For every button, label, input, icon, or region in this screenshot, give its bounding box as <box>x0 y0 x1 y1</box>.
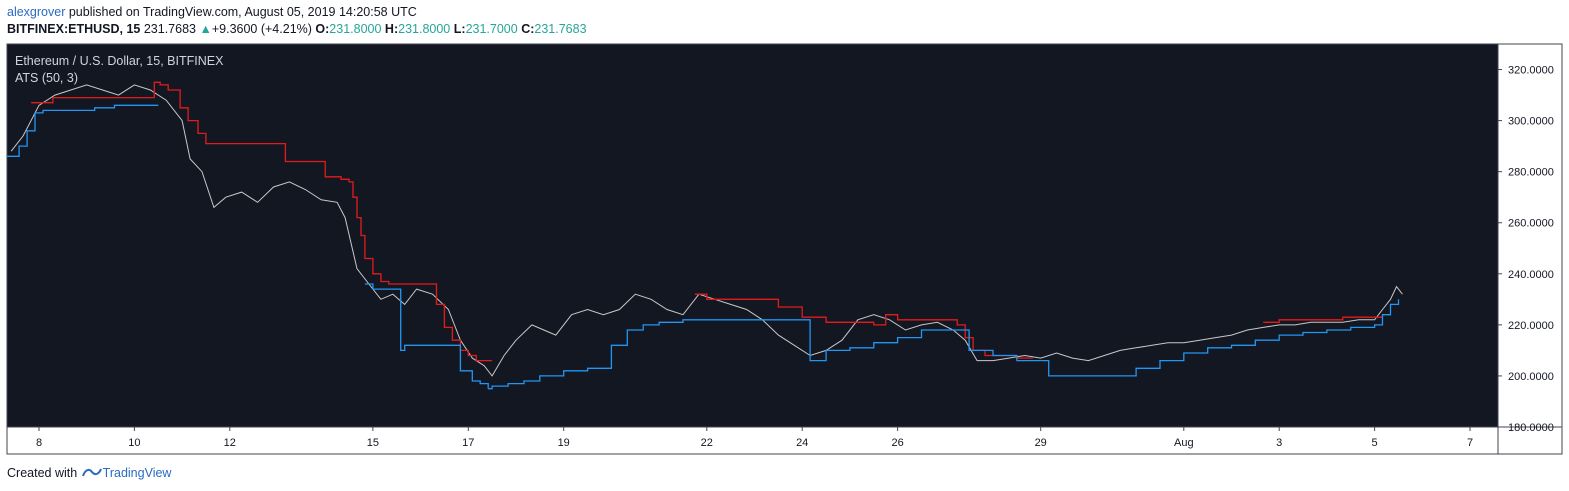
published-text: published on TradingView.com, August 05,… <box>68 5 417 19</box>
plot-background <box>7 44 1498 427</box>
y-tick-label: 260.0000 <box>1508 218 1554 230</box>
ats-support-line-2 <box>364 283 489 389</box>
author-link[interactable]: alexgrover <box>7 5 66 19</box>
x-tick-label: 17 <box>462 437 474 449</box>
low-value: 231.7000 <box>465 22 518 36</box>
chart-title: Ethereum / U.S. Dollar, 15, BITFINEX <box>15 54 224 68</box>
created-with-text: Created with <box>7 466 78 480</box>
y-tick-label: 320.0000 <box>1508 65 1554 77</box>
y-tick-label: 280.0000 <box>1508 167 1554 179</box>
tradingview-link[interactable]: TradingView <box>102 466 172 480</box>
x-tick-label: 10 <box>128 437 140 449</box>
y-tick-label: 180.0000 <box>1508 422 1554 434</box>
x-tick-label: 24 <box>796 437 808 449</box>
x-tick-label: 29 <box>1035 437 1047 449</box>
y-tick-label: 200.0000 <box>1508 371 1554 383</box>
footer: Created with TradingView <box>7 466 171 480</box>
ats-support-line <box>7 104 159 157</box>
price-change: +9.3600 (+4.21%) <box>211 22 312 36</box>
x-tick-label: 26 <box>891 437 903 449</box>
x-tick-label: 8 <box>36 437 42 449</box>
indicator-label[interactable]: ATS (50, 3) <box>15 71 78 85</box>
y-tick-label: 240.0000 <box>1508 269 1554 281</box>
x-tick-label: 19 <box>558 437 570 449</box>
y-tick-label: 300.0000 <box>1508 116 1554 128</box>
price-axis[interactable]: 180.0000 200.0000 220.0000 240.0000 260.0000… <box>1498 65 1554 434</box>
x-tick-label: 15 <box>367 437 379 449</box>
high-value: 231.8000 <box>398 22 451 36</box>
symbol-header: BITFINEX:ETHUSD, 15 231.7683 ▲+9.3600 (+… <box>7 22 587 36</box>
close-label: C: <box>521 22 535 36</box>
up-arrow-icon: ▲ <box>199 22 212 36</box>
x-tick-label: 3 <box>1276 437 1282 449</box>
y-tick-label: 220.0000 <box>1508 320 1554 332</box>
x-tick-label: 12 <box>224 437 236 449</box>
plot-border <box>6 43 1563 455</box>
x-tick-label: 22 <box>701 437 713 449</box>
low-label: L: <box>453 22 466 36</box>
ats-support-line-3 <box>488 319 1041 390</box>
open-value: 231.8000 <box>329 22 382 36</box>
x-tick-label: Aug <box>1174 437 1194 449</box>
close-value: 231.7683 <box>534 22 587 36</box>
open-label: O: <box>315 22 330 36</box>
ats-resistance-line <box>31 81 493 362</box>
x-tick-label: 5 <box>1372 437 1378 449</box>
last-price: 231.7683 <box>143 22 196 36</box>
ats-resistance-line-3 <box>1263 316 1383 323</box>
ats-support-line-4 <box>1040 299 1400 377</box>
x-tick-label: 7 <box>1467 437 1473 449</box>
time-axis[interactable]: 8 10 12 15 17 19 22 24 26 29 Aug 3 5 7 <box>36 427 1473 449</box>
high-label: H: <box>384 22 399 36</box>
series-layer <box>7 81 1403 390</box>
tradingview-logo-icon <box>81 468 102 477</box>
ethusd-line <box>10 84 1403 377</box>
publish-header: alexgrover published on TradingView.com,… <box>7 5 417 19</box>
symbol-label: BITFINEX:ETHUSD, 15 <box>7 22 141 36</box>
